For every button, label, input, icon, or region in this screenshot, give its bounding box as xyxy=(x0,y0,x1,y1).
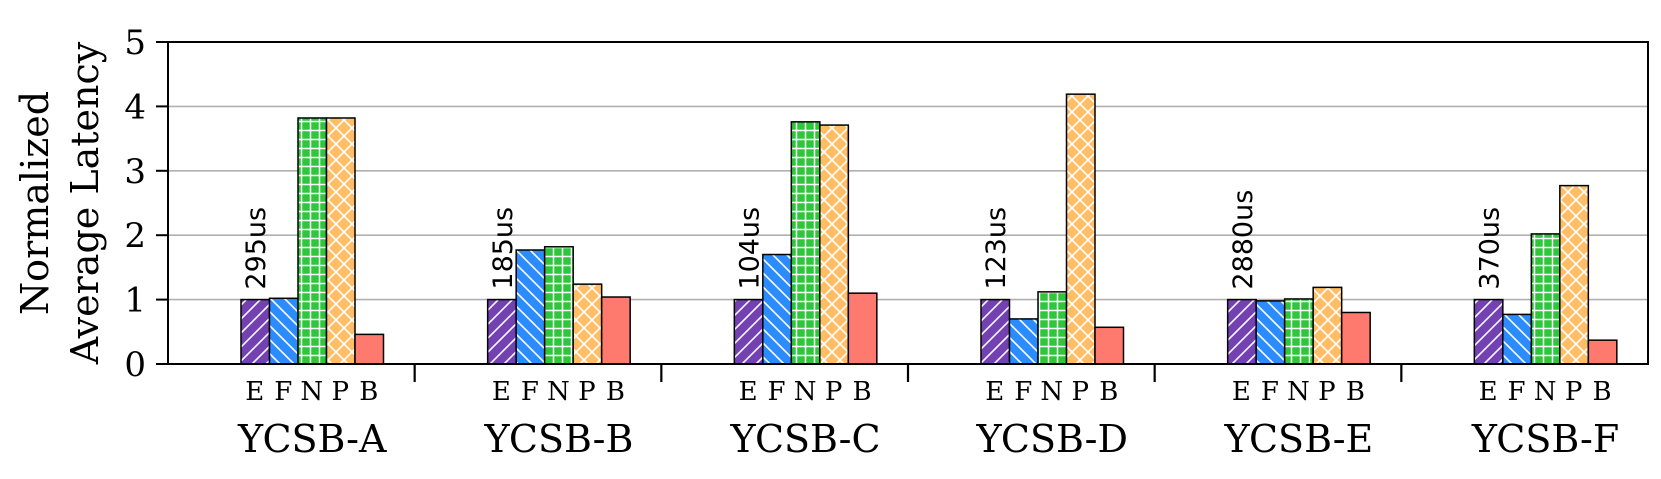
bar-ycsb-a-p-hatch xyxy=(326,117,355,364)
series-letter-ycsb-c-e: E xyxy=(739,377,759,407)
bar-ycsb-f-p-hatch xyxy=(1559,185,1589,364)
series-letter-ycsb-f-n: N xyxy=(1534,377,1558,407)
bars xyxy=(240,93,1618,365)
series-letter-ycsb-c-p: P xyxy=(825,377,844,407)
series-letter-ycsb-b-e: E xyxy=(492,377,512,407)
group-label-ycsb-c: YCSB-C xyxy=(730,417,881,461)
series-letter-ycsb-b-p: P xyxy=(578,377,597,407)
gridlines xyxy=(168,105,1648,301)
series-letter-ycsb-a-p: P xyxy=(332,377,351,407)
series-letter-ycsb-f-b: B xyxy=(1593,377,1613,407)
series-letter-ycsb-d-p: P xyxy=(1072,377,1091,407)
y-tick-label-0: 0 xyxy=(124,345,146,385)
bar-ycsb-f-f-hatch xyxy=(1502,314,1532,364)
annotation-ycsb-f: 370us xyxy=(1475,207,1506,290)
y-tick-label-5: 5 xyxy=(124,23,146,63)
bar-ycsb-a-b xyxy=(355,334,384,364)
axes xyxy=(156,41,1649,382)
annotation-ycsb-a: 295us xyxy=(241,207,272,290)
bar-ycsb-c-b xyxy=(848,293,877,364)
series-letter-ycsb-f-e: E xyxy=(1479,377,1499,407)
y-axis-label-line-1: Normalized xyxy=(13,91,57,315)
bar-ycsb-a-e-hatch xyxy=(241,299,270,364)
bar-ycsb-d-p-hatch xyxy=(1066,94,1095,364)
bar-ycsb-b-f-hatch xyxy=(516,250,545,364)
bar-ycsb-e-b xyxy=(1341,312,1371,364)
y-tick-label-3: 3 xyxy=(124,152,146,192)
series-letter-ycsb-f-f: F xyxy=(1508,377,1527,407)
series-letter-ycsb-e-b: B xyxy=(1346,377,1366,407)
bar-ycsb-a-f-hatch xyxy=(269,298,298,364)
series-letter-ycsb-e-f: F xyxy=(1261,377,1280,407)
series-letter-ycsb-e-e: E xyxy=(1232,377,1252,407)
series-letter-ycsb-d-e: E xyxy=(985,377,1005,407)
bar-ycsb-f-n-hatch xyxy=(1531,233,1560,364)
series-letter-ycsb-d-n: N xyxy=(1040,377,1064,407)
bar-ycsb-f-b xyxy=(1588,340,1617,364)
group-label-ycsb-b: YCSB-B xyxy=(483,417,633,461)
group-label-ycsb-f: YCSB-F xyxy=(1471,417,1619,461)
series-letter-ycsb-b-b: B xyxy=(606,377,626,407)
series-letter-ycsb-a-f: F xyxy=(274,377,293,407)
y-tick-label-1: 1 xyxy=(124,281,146,321)
group-label-ycsb-d: YCSB-D xyxy=(976,417,1128,461)
bar-ycsb-c-f-hatch xyxy=(762,254,792,364)
bar-ycsb-a-n-hatch xyxy=(298,117,327,364)
series-letter-ycsb-a-b: B xyxy=(359,377,379,407)
bar-ycsb-c-p-hatch xyxy=(819,125,849,365)
plot-frame xyxy=(167,41,1649,365)
bar-ycsb-e-e-hatch xyxy=(1227,299,1257,364)
series-letter-ycsb-b-f: F xyxy=(521,377,540,407)
series-letter-ycsb-e-n: N xyxy=(1287,377,1311,407)
series-letter-ycsb-d-f: F xyxy=(1014,377,1033,407)
annotation-ycsb-b: 185us xyxy=(488,207,519,290)
series-letter-ycsb-f-p: P xyxy=(1565,377,1584,407)
bar-ycsb-e-n-hatch xyxy=(1284,298,1314,364)
bar-ycsb-c-n-hatch xyxy=(791,121,820,364)
bar-ycsb-d-f-hatch xyxy=(1009,318,1038,364)
y-tick-label-2: 2 xyxy=(124,216,146,256)
bar-ycsb-d-n-hatch xyxy=(1038,291,1067,364)
annotation-ycsb-d: 123us xyxy=(981,207,1012,290)
group-label-ycsb-e: YCSB-E xyxy=(1224,417,1374,461)
bar-ycsb-c-e-hatch xyxy=(734,299,763,364)
series-letter-ycsb-d-b: B xyxy=(1099,377,1119,407)
series-letter-ycsb-b-n: N xyxy=(547,377,571,407)
series-letter-ycsb-c-f: F xyxy=(768,377,787,407)
bar-ycsb-d-e-hatch xyxy=(981,299,1010,364)
series-letter-ycsb-a-n: N xyxy=(300,377,324,407)
bar-ycsb-f-e-hatch xyxy=(1474,299,1503,364)
bar-ycsb-d-b xyxy=(1095,327,1124,364)
group-label-ycsb-a: YCSB-A xyxy=(237,417,387,461)
annotation-ycsb-c: 104us xyxy=(735,207,766,290)
bar-ycsb-b-p-hatch xyxy=(573,284,602,364)
series-letter-ycsb-c-n: N xyxy=(794,377,818,407)
bar-ycsb-e-p-hatch xyxy=(1313,287,1342,364)
bar-ycsb-e-f-hatch xyxy=(1256,300,1285,364)
annotation-ycsb-e: 2880us xyxy=(1228,190,1259,290)
series-letter-ycsb-c-b: B xyxy=(853,377,873,407)
bar-ycsb-b-e-hatch xyxy=(487,299,517,364)
series-letter-ycsb-e-p: P xyxy=(1318,377,1337,407)
y-tick-label-4: 4 xyxy=(124,87,146,127)
y-axis-label-line-2: Average Latency xyxy=(63,41,107,365)
bar-ycsb-b-n-hatch xyxy=(544,246,574,364)
series-letter-ycsb-a-e: E xyxy=(245,377,265,407)
bar-ycsb-b-b xyxy=(601,297,631,364)
